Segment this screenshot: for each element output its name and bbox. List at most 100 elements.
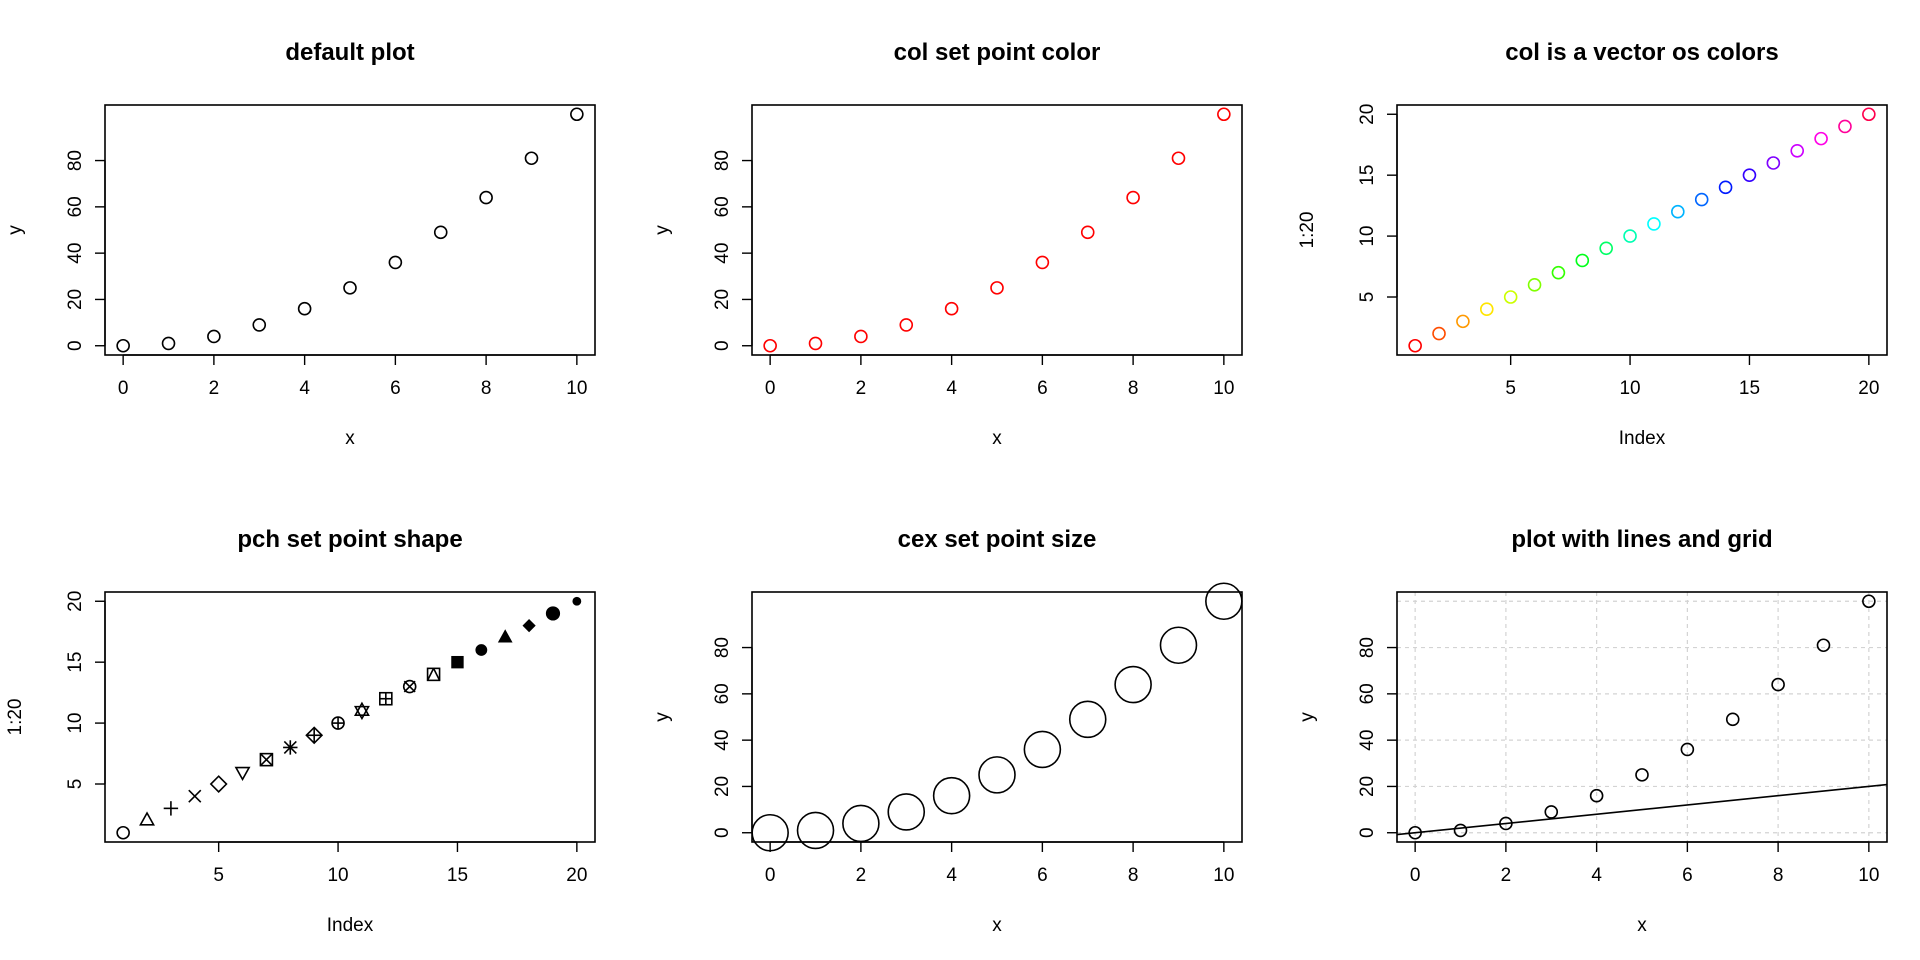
data-point (1862, 107, 1876, 122)
x-tick-label: 2 (1501, 865, 1512, 886)
chart-title: default plot (285, 39, 414, 66)
data-point (1838, 119, 1852, 134)
data-points (116, 596, 582, 840)
x-tick-label: 20 (566, 865, 587, 886)
y-tick-label: 60 (65, 196, 86, 217)
y-axis-label: 1:20 (5, 699, 26, 736)
x-tick-label: 4 (946, 378, 957, 399)
x-tick-label: 10 (1619, 378, 1640, 399)
chart-title: col is a vector os colors (1505, 39, 1778, 66)
data-point (209, 775, 228, 793)
x-tick-label: 8 (1773, 865, 1784, 886)
chart-title: cex set point size (898, 526, 1097, 553)
y-tick-label: 20 (1357, 104, 1378, 125)
data-point (1635, 768, 1649, 782)
data-point (1816, 638, 1831, 653)
data-point (234, 766, 251, 782)
data-point (1718, 180, 1733, 195)
data-point (522, 619, 536, 633)
data-point (116, 825, 130, 840)
data-point (388, 255, 403, 270)
chart-title: col set point color (894, 39, 1101, 66)
y-axis-label: 1:20 (1297, 212, 1318, 249)
chart-panel-3: col is a vector os colors 5 10 15 20 5 10 15 20 I… (1297, 39, 1888, 449)
data-point (978, 756, 1016, 794)
data-point (1790, 144, 1805, 158)
x-tick-label: 10 (327, 865, 348, 886)
x-tick-label: 0 (765, 865, 776, 886)
data-point (887, 793, 926, 831)
data-point (188, 789, 202, 803)
data-point (1217, 107, 1231, 122)
data-point (899, 318, 914, 332)
x-tick-label: 6 (1037, 378, 1048, 399)
data-point (1694, 192, 1709, 207)
y-tick-label: 15 (1357, 165, 1378, 186)
y-tick-label: 80 (1357, 637, 1378, 658)
y-axis-label: y (5, 225, 26, 235)
data-point (305, 726, 324, 745)
y-tick-label: 20 (65, 591, 86, 612)
y-tick-label: 15 (65, 652, 86, 673)
data-point (475, 644, 488, 656)
plot-box (1396, 104, 1888, 356)
data-point (545, 606, 561, 621)
data-point (1126, 190, 1140, 205)
chart-title: plot with lines and grid (1511, 526, 1772, 553)
abline (1397, 783, 1887, 836)
data-point (163, 801, 179, 816)
y-tick-label: 10 (65, 713, 86, 734)
data-point (1589, 788, 1604, 803)
x-axis-label: Index (327, 915, 374, 936)
chart-panel-5: cex set point size 0 2 4 6 8 10 0 20 40 60 80 x y (652, 526, 1243, 936)
data-point (1205, 582, 1243, 621)
grid-lines (1397, 592, 1887, 842)
x-tick-label: 4 (299, 378, 310, 399)
x-tick-label: 6 (1037, 865, 1048, 886)
x-tick-label: 0 (118, 378, 129, 399)
data-point (796, 811, 835, 850)
x-tick-label: 6 (1682, 865, 1693, 886)
data-point (1432, 326, 1446, 341)
x-tick-label: 10 (1213, 378, 1234, 399)
data-point (944, 301, 959, 316)
y-axis-label: y (1297, 712, 1318, 722)
x-tick-label: 4 (946, 865, 957, 886)
y-tick-label: 5 (1357, 292, 1378, 303)
data-point (1171, 151, 1186, 166)
data-point (139, 811, 155, 826)
chart-panel-4: pch set point shape 5 10 15 20 5 10 15 20 Index 1:… (5, 526, 596, 936)
data-points (116, 107, 584, 353)
data-point (1551, 265, 1566, 280)
y-axis-label: y (652, 225, 673, 235)
data-point (1771, 677, 1785, 692)
plot-box (104, 104, 596, 356)
data-point (161, 336, 176, 351)
data-point (259, 752, 274, 767)
data-point (1453, 823, 1468, 838)
plot-box (1396, 591, 1888, 843)
data-point (252, 318, 267, 332)
data-point (842, 804, 880, 843)
y-tick-label: 60 (712, 683, 733, 704)
data-point (1527, 278, 1542, 292)
data-point (433, 225, 448, 240)
data-point (1544, 805, 1559, 819)
data-point (1499, 816, 1513, 831)
y-tick-label: 0 (65, 340, 86, 351)
y-tick-label: 20 (1357, 776, 1378, 797)
data-point (297, 301, 312, 316)
data-point (343, 281, 357, 295)
data-point (1766, 156, 1781, 170)
data-point (570, 107, 584, 122)
y-tick-label: 80 (712, 150, 733, 171)
data-point (1575, 253, 1590, 268)
data-point (1599, 241, 1613, 256)
data-points (1408, 594, 1876, 840)
y-tick-label: 0 (712, 827, 733, 838)
data-point (1862, 594, 1876, 609)
y-tick-label: 40 (1357, 730, 1378, 751)
y-tick-label: 10 (1357, 226, 1378, 247)
y-tick-label: 80 (65, 150, 86, 171)
